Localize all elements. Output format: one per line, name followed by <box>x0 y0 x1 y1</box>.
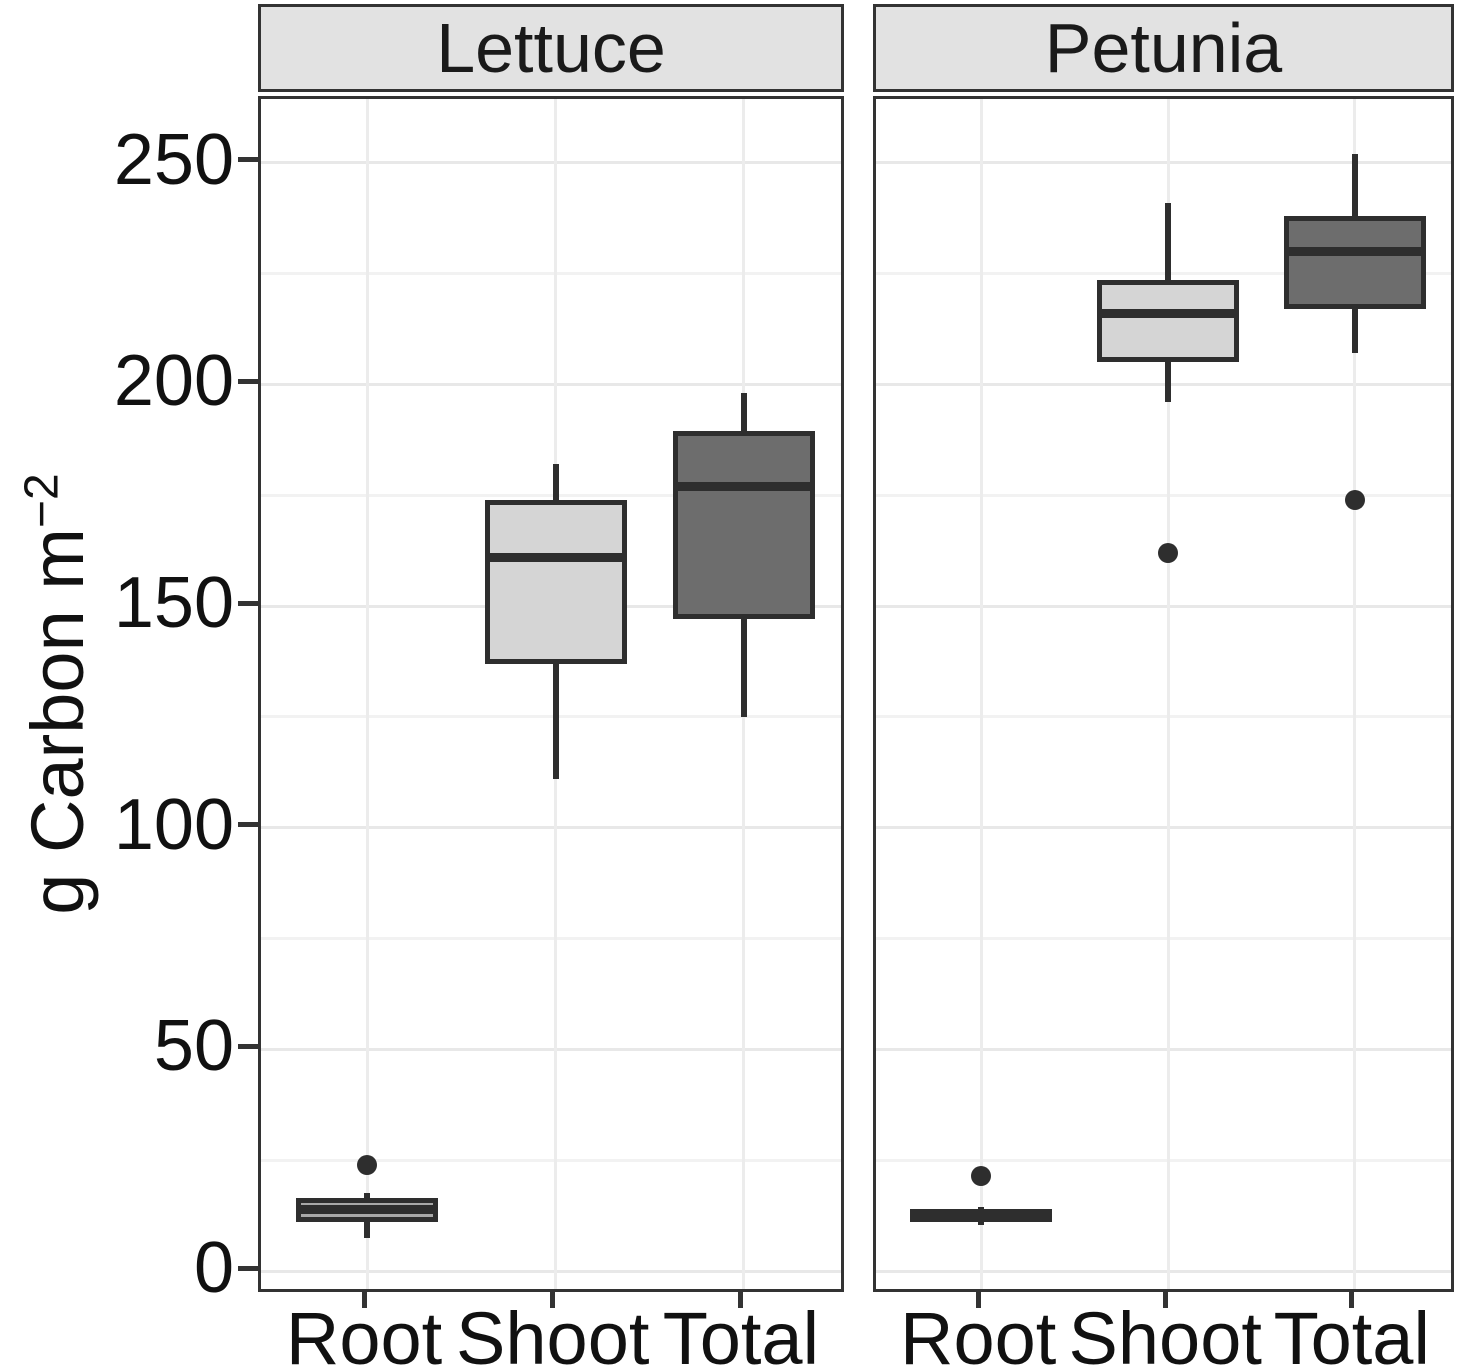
gridline-major <box>261 161 841 165</box>
facet-strip-lettuce: Lettuce <box>258 4 844 92</box>
gridline-minor <box>876 1158 1451 1162</box>
x-tick-label-total: Total <box>1273 1297 1430 1368</box>
x-tick-mark <box>738 1292 744 1308</box>
gridline-major <box>876 382 1451 386</box>
gridline-minor <box>261 715 841 719</box>
gridline-major <box>261 382 841 386</box>
boxplot-median <box>296 1204 439 1214</box>
y-tick-label: 150 <box>113 563 234 644</box>
boxplot-box-shoot <box>484 499 627 664</box>
y-tick-label: 0 <box>193 1228 234 1309</box>
gridline-category <box>1353 99 1357 1289</box>
boxplot-median <box>910 1208 1053 1218</box>
y-tick-mark <box>238 157 258 163</box>
boxplot-whisker-upper <box>740 393 747 432</box>
x-tick-mark <box>1162 1292 1168 1308</box>
y-tick-label: 200 <box>113 341 234 422</box>
gridline-minor <box>261 272 841 276</box>
gridline-category <box>979 99 983 1289</box>
x-tick-label-total: Total <box>662 1297 820 1368</box>
boxplot-whisker-lower <box>364 1222 371 1238</box>
boxplot-whisker-upper <box>364 1193 371 1198</box>
gridline-minor <box>261 1158 841 1162</box>
boxplot-whisker-upper <box>1165 202 1172 281</box>
gridline-major <box>876 1269 1451 1273</box>
gridline-minor <box>261 937 841 941</box>
x-tick-mark <box>361 1292 367 1308</box>
gridline-major <box>261 826 841 830</box>
x-tick-label-root: Root <box>285 1297 443 1368</box>
x-tick-label-root: Root <box>900 1297 1057 1368</box>
facet-strip-petunia: Petunia <box>873 4 1454 92</box>
y-tick-label: 250 <box>113 119 234 200</box>
facet-strip-label: Lettuce <box>436 9 666 87</box>
y-tick-mark <box>238 600 258 606</box>
gridline-major <box>261 1047 841 1051</box>
boxplot-whisker-upper <box>978 1206 985 1209</box>
x-tick-label-shoot: Shoot <box>456 1297 650 1368</box>
boxplot-whisker-upper <box>1351 153 1358 216</box>
gridline-category <box>1166 99 1170 1289</box>
boxplot-box-total <box>672 431 815 620</box>
panel-petunia <box>873 96 1454 1292</box>
gridline-category <box>365 99 369 1289</box>
outlier-point <box>357 1154 378 1175</box>
x-tick-label-shoot: Shoot <box>1068 1297 1262 1368</box>
x-tick-mark <box>550 1292 556 1308</box>
boxplot-median <box>484 552 627 562</box>
y-tick-label: 100 <box>113 784 234 865</box>
boxplot-whisker-lower <box>552 663 559 779</box>
gridline-minor <box>876 272 1451 276</box>
boxplot-median <box>1097 309 1240 319</box>
gridline-minor <box>876 937 1451 941</box>
y-tick-mark <box>238 1265 258 1271</box>
gridline-major <box>261 1269 841 1273</box>
x-tick-mark <box>1349 1292 1355 1308</box>
gridline-major <box>876 604 1451 608</box>
boxplot-whisker-lower <box>740 619 747 717</box>
outlier-point <box>1158 542 1179 563</box>
boxplot-median <box>672 481 815 491</box>
boxplot-whisker-lower <box>1351 309 1358 354</box>
boxplot-box-shoot <box>1097 280 1240 363</box>
gridline-major <box>876 1047 1451 1051</box>
outlier-point <box>971 1165 992 1186</box>
gridline-minor <box>876 715 1451 719</box>
y-tick-label: 50 <box>153 1006 234 1087</box>
y-tick-mark <box>238 822 258 828</box>
facet-strip-label: Petunia <box>1044 9 1283 87</box>
boxplot-box-total <box>1283 216 1426 310</box>
x-tick-mark <box>975 1292 981 1308</box>
boxplot-whisker-upper <box>552 464 559 500</box>
y-tick-mark <box>238 1043 258 1049</box>
gridline-major <box>876 161 1451 165</box>
gridline-minor <box>261 493 841 497</box>
y-axis-title-exponent: −2 <box>15 473 69 529</box>
gridline-minor <box>876 493 1451 497</box>
y-tick-mark <box>238 378 258 384</box>
boxplot-median <box>1283 246 1426 256</box>
boxplot-whisker-lower <box>1165 362 1172 403</box>
boxplot-whisker-lower <box>978 1222 985 1225</box>
gridline-major <box>876 826 1451 830</box>
outlier-point <box>1344 489 1365 510</box>
panel-lettuce <box>258 96 844 1292</box>
